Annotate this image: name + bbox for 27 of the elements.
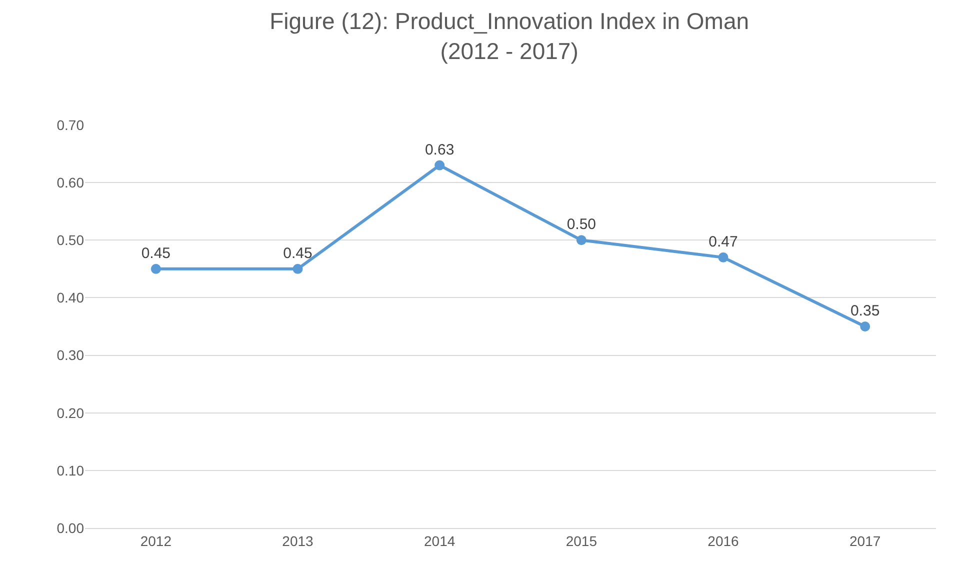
x-tick-label: 2012	[140, 532, 172, 549]
x-tick-label: 2015	[566, 532, 598, 549]
data-label: 0.63	[424, 141, 454, 158]
point	[292, 264, 303, 274]
point	[150, 264, 161, 274]
y-tick-label: 0.60	[56, 174, 84, 190]
x-tick-label: 2017	[850, 532, 881, 549]
x-tick-label: 2016	[708, 532, 740, 549]
y-tick-label: 0.20	[56, 404, 84, 421]
data-label: 0.35	[850, 302, 880, 320]
y-tick-label: 0.70	[56, 116, 84, 133]
chart-title: Figure (12): Product_Innovation Index in Oman (2012 - 2017)	[270, 8, 750, 64]
x-tick-label: 2014	[424, 532, 456, 549]
point	[860, 322, 870, 332]
y-tick-label: 0.00	[56, 520, 84, 536]
point	[576, 235, 586, 246]
point	[718, 252, 728, 262]
data-label: 0.45	[141, 244, 171, 262]
x-tick-label: 2013	[282, 532, 314, 549]
point	[434, 160, 445, 170]
y-tick-label: 0.50	[56, 232, 84, 248]
data-label: 0.50	[566, 216, 596, 234]
y-tick-label: 0.10	[56, 462, 84, 478]
data-label: 0.47	[708, 233, 738, 250]
y-tick-label: 0.40	[56, 290, 84, 306]
y-tick-label: 0.30	[56, 347, 84, 364]
data-label: 0.45	[283, 244, 312, 262]
